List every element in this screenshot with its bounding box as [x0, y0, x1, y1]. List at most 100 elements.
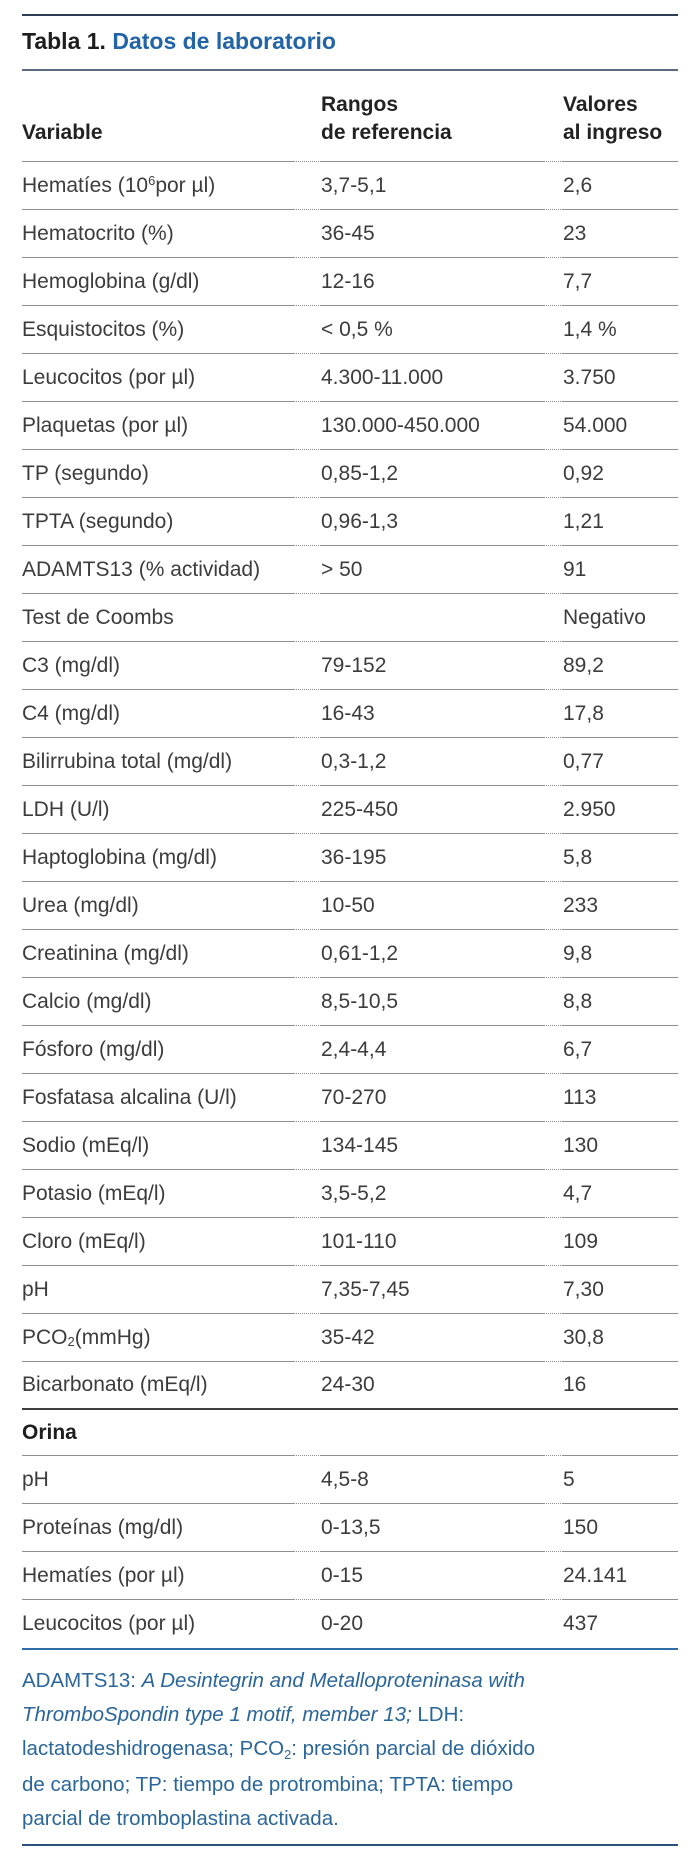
cell-reference-range: 10-50	[321, 882, 543, 930]
column-gap	[543, 1456, 563, 1504]
header-line: Rangos	[321, 93, 399, 116]
column-gap	[543, 738, 563, 786]
bottom-divider	[22, 1844, 678, 1846]
cell-variable: Fosfatasa alcalina (U/l)	[22, 1074, 293, 1122]
table-row: C3 (mg/dl) 79-152 89,2	[22, 642, 678, 690]
column-gap	[543, 690, 563, 738]
cell-admission-value: 3.750	[563, 354, 678, 402]
cell-variable: PCO 2 (mmHg)	[22, 1314, 293, 1362]
column-gap	[543, 834, 563, 882]
cell-variable: C3 (mg/dl)	[22, 642, 293, 690]
column-gap	[543, 1314, 563, 1362]
column-gap	[543, 882, 563, 930]
cell-admission-value: 9,8	[563, 930, 678, 978]
subscript-text: 2	[284, 1747, 292, 1763]
column-gap	[293, 1266, 321, 1314]
column-gap	[543, 786, 563, 834]
text-segment: Hematíes (por µl)	[22, 1563, 185, 1587]
cell-variable: Plaquetas (por µl)	[22, 402, 293, 450]
cell-reference-range	[321, 1410, 543, 1456]
column-gap	[293, 1600, 321, 1648]
column-gap	[543, 1170, 563, 1218]
text-segment: (mmHg)	[74, 1325, 151, 1349]
text-segment: 134-145	[321, 1133, 399, 1157]
cell-variable: pH	[22, 1456, 293, 1504]
cell-admission-value	[563, 1410, 678, 1456]
text-segment: C3 (mg/dl)	[22, 653, 121, 677]
table-row: pH 7,35-7,45 7,30	[22, 1266, 678, 1314]
text-segment: 233	[563, 893, 599, 917]
cell-variable: pH	[22, 1266, 293, 1314]
cell-variable: ADAMTS13 (% actividad)	[22, 546, 293, 594]
cell-admission-value: 2,6	[563, 162, 678, 210]
cell-admission-value: 54.000	[563, 402, 678, 450]
table-row: Test de Coombs Negativo	[22, 594, 678, 642]
header-line: al ingreso	[563, 121, 663, 144]
text-segment: Negativo	[563, 605, 646, 629]
text-segment: parcial de tromboplastina activada.	[22, 1807, 339, 1830]
text-segment: > 50	[321, 557, 363, 581]
cell-admission-value: 24.141	[563, 1552, 678, 1600]
text-segment: 24.141	[563, 1563, 628, 1587]
header-reference-range: Rangos de referencia	[321, 71, 543, 162]
text-segment: 0,85-1,2	[321, 461, 399, 485]
footnote-line: de carbono; TP: tiempo de protrombina; T…	[22, 1768, 678, 1802]
cell-reference-range: 2,4-4,4	[321, 1026, 543, 1074]
cell-variable: C4 (mg/dl)	[22, 690, 293, 738]
text-segment: de carbono; TP: tiempo de protrombina; T…	[22, 1773, 514, 1796]
cell-reference-range: 134-145	[321, 1122, 543, 1170]
text-segment: TP (segundo)	[22, 461, 149, 485]
cell-reference-range: 0-15	[321, 1552, 543, 1600]
cell-admission-value: 17,8	[563, 690, 678, 738]
column-gap	[293, 546, 321, 594]
text-segment: Proteínas (mg/dl)	[22, 1515, 184, 1539]
text-segment: 7,30	[563, 1277, 604, 1301]
cell-reference-range: 35-42	[321, 1314, 543, 1362]
column-gap	[543, 930, 563, 978]
cell-admission-value: 233	[563, 882, 678, 930]
header-variable: Variable	[22, 71, 293, 162]
text-segment: Haptoglobina (mg/dl)	[22, 845, 217, 869]
text-segment: PCO	[22, 1325, 68, 1349]
cell-admission-value: 5,8	[563, 834, 678, 882]
table-row: TPTA (segundo) 0,96-1,3 1,21	[22, 498, 678, 546]
text-segment: 30,8	[563, 1325, 604, 1349]
cell-reference-range: > 50	[321, 546, 543, 594]
text-segment: Potasio (mEq/l)	[22, 1181, 166, 1205]
text-segment: 0,3-1,2	[321, 749, 387, 773]
column-gap	[293, 1410, 321, 1456]
text-segment: 91	[563, 557, 587, 581]
column-gap	[293, 1314, 321, 1362]
column-gap	[543, 402, 563, 450]
column-gap	[293, 306, 321, 354]
table-row: TP (segundo) 0,85-1,2 0,92	[22, 450, 678, 498]
text-segment: 89,2	[563, 653, 604, 677]
table-row: Leucocitos (por µl) 4.300-11.000 3.750	[22, 354, 678, 402]
column-gap	[543, 1552, 563, 1600]
text-segment: < 0,5 %	[321, 317, 393, 341]
cell-variable: Sodio (mEq/l)	[22, 1122, 293, 1170]
text-segment: 8,8	[563, 989, 593, 1013]
cell-admission-value: 7,7	[563, 258, 678, 306]
text-segment: 4,7	[563, 1181, 593, 1205]
text-segment: lactatodeshidrogenasa; PCO	[22, 1737, 285, 1760]
cell-variable: Orina	[22, 1410, 293, 1456]
cell-admission-value: 150	[563, 1504, 678, 1552]
cell-admission-value: 1,4 %	[563, 306, 678, 354]
column-gap	[293, 738, 321, 786]
text-segment: 0,92	[563, 461, 604, 485]
text-segment: Urea (mg/dl)	[22, 893, 139, 917]
footnote-line: parcial de tromboplastina activada.	[22, 1802, 678, 1836]
text-segment: 113	[563, 1085, 597, 1109]
table-title-text: Datos de laboratorio	[112, 28, 336, 54]
column-gap	[293, 1456, 321, 1504]
text-segment: por µl)	[155, 173, 216, 197]
text-segment: 2,4-4,4	[321, 1037, 387, 1061]
table-row: ADAMTS13 (% actividad) > 50 91	[22, 546, 678, 594]
column-gap	[293, 1170, 321, 1218]
cell-reference-range: 0-13,5	[321, 1504, 543, 1552]
column-gap	[293, 690, 321, 738]
text-segment: 16	[563, 1373, 587, 1396]
cell-reference-range: 225-450	[321, 786, 543, 834]
column-gap	[293, 882, 321, 930]
